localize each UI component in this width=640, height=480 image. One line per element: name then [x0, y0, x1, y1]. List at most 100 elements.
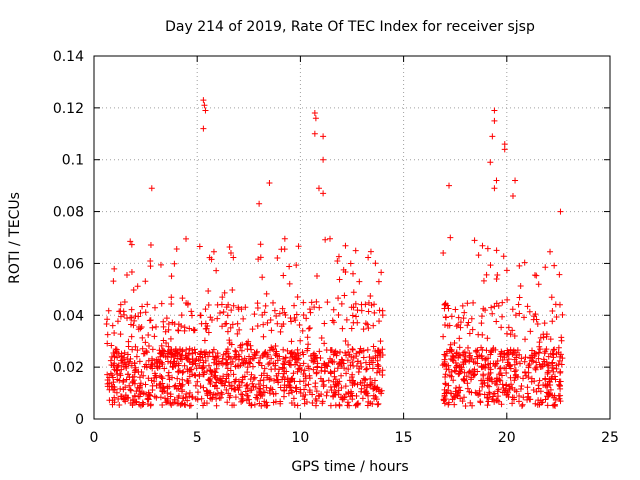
data-point: [255, 256, 262, 263]
data-point: [125, 343, 132, 350]
data-point: [132, 399, 139, 406]
data-point: [519, 401, 526, 408]
data-point: [364, 346, 371, 353]
data-point: [324, 299, 331, 306]
data-point: [518, 355, 525, 362]
data-point: [509, 351, 516, 358]
data-point: [520, 394, 527, 401]
data-point: [117, 372, 124, 379]
data-point: [452, 306, 459, 313]
data-point: [197, 312, 204, 319]
data-point: [550, 354, 557, 361]
data-point: [228, 307, 235, 314]
data-point: [524, 303, 531, 310]
data-point: [271, 377, 278, 384]
data-point: [131, 380, 138, 387]
y-tick-label: 0.06: [53, 256, 84, 272]
data-point: [468, 315, 475, 322]
data-point: [232, 386, 239, 393]
data-point: [509, 400, 516, 407]
data-point: [106, 380, 113, 387]
data-point: [198, 395, 205, 402]
data-point: [375, 363, 382, 370]
data-point: [113, 366, 120, 373]
x-tick-label: 15: [395, 430, 413, 446]
data-point: [342, 349, 349, 356]
data-point: [147, 257, 154, 264]
data-point: [127, 387, 134, 394]
data-point: [533, 350, 540, 357]
data-point: [367, 248, 374, 255]
data-point: [529, 354, 536, 361]
data-point: [335, 391, 342, 398]
data-point: [350, 289, 357, 296]
data-point: [509, 193, 516, 200]
data-point: [532, 366, 539, 373]
data-point: [290, 370, 297, 377]
data-point: [538, 363, 545, 370]
data-point: [165, 343, 172, 350]
data-point: [123, 365, 130, 372]
data-point: [280, 346, 287, 353]
data-point: [168, 294, 175, 301]
data-point: [363, 365, 370, 372]
data-point: [214, 315, 221, 322]
data-point: [479, 383, 486, 390]
data-point: [181, 362, 188, 369]
data-point: [335, 311, 342, 318]
data-point: [116, 401, 123, 408]
data-point: [175, 321, 182, 328]
data-point: [205, 288, 212, 295]
data-point: [145, 395, 152, 402]
data-point: [549, 350, 556, 357]
data-point: [132, 343, 139, 350]
data-point: [494, 272, 501, 279]
data-point: [281, 235, 288, 242]
data-point: [158, 300, 165, 307]
data-point: [208, 316, 215, 323]
data-point: [243, 358, 250, 365]
data-point: [355, 369, 362, 376]
data-point: [129, 346, 136, 353]
data-point: [546, 391, 553, 398]
data-point: [291, 302, 298, 309]
data-point: [491, 185, 498, 192]
data-point: [266, 180, 273, 187]
data-point: [263, 384, 270, 391]
data-point: [441, 392, 448, 399]
data-point: [267, 317, 274, 324]
data-point: [501, 364, 508, 371]
data-point: [515, 398, 522, 405]
data-point: [485, 398, 492, 405]
data-point: [552, 376, 559, 383]
data-point: [230, 254, 237, 261]
data-point: [171, 383, 178, 390]
data-point: [292, 385, 299, 392]
data-point: [442, 380, 449, 387]
data-point: [236, 326, 243, 333]
data-point: [549, 392, 556, 399]
data-point: [531, 313, 538, 320]
data-point: [555, 381, 562, 388]
data-point: [140, 350, 147, 357]
data-point: [511, 377, 518, 384]
data-point: [466, 368, 473, 375]
data-point: [169, 351, 176, 358]
data-point: [441, 351, 448, 358]
data-point: [320, 133, 327, 140]
data-point: [274, 357, 281, 364]
data-point: [493, 375, 500, 382]
data-point: [551, 401, 558, 408]
data-point: [286, 263, 293, 270]
data-point: [160, 318, 167, 325]
data-point: [524, 384, 531, 391]
data-point: [220, 351, 227, 358]
data-point: [136, 358, 143, 365]
data-point: [559, 311, 566, 318]
data-point: [205, 301, 212, 308]
data-point: [214, 350, 221, 357]
data-point: [125, 394, 132, 401]
data-point: [214, 301, 221, 308]
data-point: [145, 396, 152, 403]
data-point: [320, 383, 327, 390]
